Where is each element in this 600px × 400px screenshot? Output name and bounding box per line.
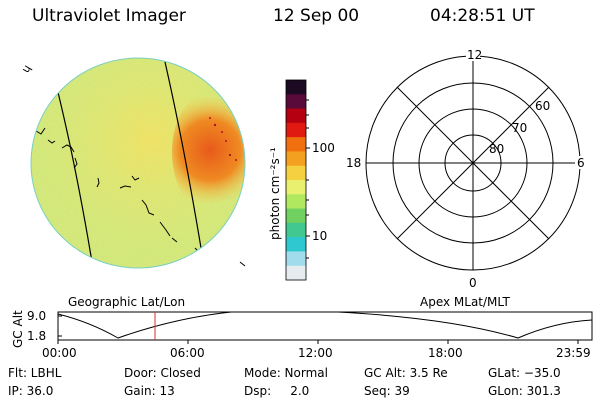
info-filter: Flt: LBHL <box>8 366 62 380</box>
alt-tick-lower: 1.8 <box>27 329 46 343</box>
info-dsp: Dsp: 2.0 <box>244 384 309 398</box>
orientation-mark: ɥ <box>19 62 34 75</box>
time-tick: 23:59 <box>556 346 591 360</box>
colorbar-band <box>286 137 306 152</box>
info-gc-alt: GC Alt: 3.5 Re <box>364 366 448 380</box>
colorbar-ticks <box>306 99 310 259</box>
info-seq: Seq: 39 <box>364 384 410 398</box>
date-label: 12 Sep 00 <box>273 6 360 26</box>
geographic-title: Geographic Lat/Lon <box>68 295 185 309</box>
info-mode: Mode: Normal <box>244 366 328 380</box>
coastline-fragment <box>239 261 246 267</box>
alt-tick-upper: 9.0 <box>27 309 46 323</box>
colorbar-tick-label: 10 <box>312 229 327 243</box>
colorbar-band <box>286 165 306 181</box>
info-gain: Gain: 13 <box>124 384 175 398</box>
colorbar-band <box>286 108 306 124</box>
altitude-ticks <box>57 315 579 344</box>
colorbar <box>286 80 306 281</box>
auroral-oval-emission <box>172 90 245 214</box>
colorbar-tick-label: 100 <box>312 141 335 155</box>
lat-label-80: 80 <box>489 142 504 156</box>
mlt-label-dusk: 18 <box>346 156 361 170</box>
colorbar-band <box>286 251 306 267</box>
polar-grid <box>365 55 581 271</box>
colorbar-band <box>286 194 306 210</box>
info-glat: GLat: −35.0 <box>488 366 561 380</box>
longitude-line <box>164 61 204 261</box>
mlt-label-dawn: 6 <box>577 156 585 170</box>
colorbar-band <box>286 151 306 167</box>
colorbar-band <box>286 265 306 281</box>
longitude-line <box>54 79 93 263</box>
instrument-title: Ultraviolet Imager <box>32 6 186 26</box>
colorbar-unit-label: photon cm⁻²s⁻¹ <box>268 147 282 240</box>
colorbar-band <box>286 94 306 110</box>
mlt-label-noon: 12 <box>467 48 482 62</box>
colorbar-band <box>286 222 306 238</box>
colorbar-band <box>286 208 306 224</box>
info-door: Door: Closed <box>124 366 201 380</box>
alt-axis-label: GC Alt <box>11 310 25 348</box>
imager-disc <box>30 57 246 269</box>
altitude-frame <box>57 311 593 341</box>
info-ip: IP: 36.0 <box>8 384 53 398</box>
colorbar-band <box>286 180 306 195</box>
time-label: 04:28:51 UT <box>430 6 535 26</box>
bright-spots <box>209 117 237 161</box>
mlt-label-midnight: 0 <box>469 276 477 290</box>
lat-label-60: 60 <box>535 99 550 113</box>
info-glon: GLon: 301.3 <box>488 384 561 398</box>
altitude-curve <box>58 312 592 339</box>
time-tick: 00:00 <box>42 346 77 360</box>
colorbar-band <box>286 122 306 138</box>
lat-label-70: 70 <box>512 121 527 135</box>
time-tick: 18:00 <box>428 346 463 360</box>
colorbar-band <box>286 237 306 252</box>
time-tick: 06:00 <box>170 346 205 360</box>
colorbar-band <box>286 80 306 95</box>
apex-title: Apex MLat/MLT <box>420 295 510 309</box>
time-tick: 12:00 <box>298 346 333 360</box>
